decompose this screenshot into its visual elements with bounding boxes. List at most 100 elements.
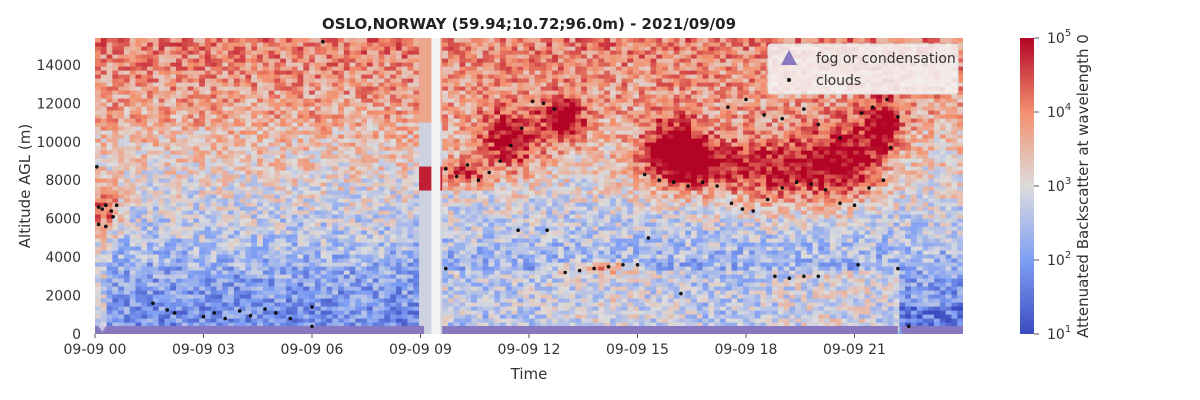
- heatmap-cell: [181, 322, 189, 327]
- heatmap-cell: [297, 230, 304, 235]
- heatmap-cell: [95, 182, 102, 187]
- heatmap-cell: [424, 250, 432, 255]
- heatmap-cell: [349, 318, 356, 323]
- heatmap-cell: [378, 162, 385, 167]
- heatmap-cell: [262, 202, 270, 207]
- heatmap-cell: [476, 170, 484, 175]
- heatmap-cell: [378, 170, 385, 175]
- heatmap-cell: [349, 194, 356, 199]
- heatmap-cell: [129, 274, 137, 279]
- heatmap-cell: [141, 158, 148, 163]
- heatmap-cell: [199, 46, 206, 51]
- heatmap-cell: [366, 62, 374, 67]
- heatmap-cell: [187, 42, 194, 47]
- heatmap-cell: [407, 154, 414, 159]
- heatmap-cell: [407, 230, 414, 235]
- heatmap-cell: [465, 194, 472, 199]
- heatmap-cell: [193, 142, 200, 147]
- heatmap-cell: [390, 210, 397, 215]
- heatmap-cell: [245, 86, 252, 91]
- heatmap-cell: [401, 42, 409, 47]
- heatmap-cell: [384, 38, 391, 43]
- heatmap-cell: [95, 98, 102, 103]
- heatmap-cell: [419, 38, 426, 43]
- heatmap-cell: [297, 246, 304, 251]
- heatmap-cell: [332, 294, 339, 299]
- heatmap-cell: [158, 202, 166, 207]
- heatmap-cell: [297, 130, 304, 135]
- heatmap-cell: [123, 166, 131, 171]
- heatmap-cell: [424, 130, 432, 135]
- heatmap-cell: [355, 170, 362, 175]
- heatmap-cell: [106, 318, 113, 323]
- heatmap-cell: [129, 186, 137, 191]
- heatmap-cell: [476, 118, 484, 123]
- heatmap-cell: [152, 306, 160, 311]
- heatmap-cell: [268, 86, 275, 91]
- heatmap-cell: [297, 158, 304, 163]
- heatmap-cell: [123, 242, 131, 247]
- heatmap-cell: [413, 150, 420, 155]
- heatmap-cell: [152, 210, 160, 215]
- heatmap-cell: [424, 322, 432, 327]
- heatmap-cell: [100, 310, 108, 315]
- heatmap-cell: [378, 222, 385, 227]
- heatmap-cell: [476, 90, 484, 95]
- heatmap-cell: [135, 98, 142, 103]
- heatmap-cell: [390, 70, 397, 75]
- heatmap-cell: [343, 206, 351, 211]
- heatmap-cell: [390, 222, 397, 227]
- heatmap-cell: [141, 142, 148, 147]
- heatmap-cell: [297, 310, 304, 315]
- heatmap-cell: [303, 286, 310, 291]
- heatmap-cell: [181, 98, 189, 103]
- heatmap-cell: [361, 38, 368, 43]
- heatmap-cell: [181, 270, 189, 275]
- heatmap-cell: [459, 230, 466, 235]
- heatmap-cell: [100, 58, 108, 63]
- heatmap-cell: [152, 134, 160, 139]
- heatmap-cell: [361, 74, 368, 79]
- heatmap-cell: [320, 314, 328, 319]
- heatmap-cell: [147, 78, 154, 83]
- heatmap-cell: [170, 210, 177, 215]
- heatmap-cell: [280, 222, 287, 227]
- heatmap-cell: [280, 234, 287, 239]
- heatmap-cell: [129, 318, 137, 323]
- heatmap-cell: [285, 254, 293, 259]
- heatmap-cell: [129, 50, 137, 55]
- heatmap-cell: [193, 254, 200, 259]
- heatmap-cell: [233, 130, 241, 135]
- heatmap-cell: [216, 134, 223, 139]
- heatmap-cell: [407, 218, 414, 223]
- heatmap-cell: [326, 166, 333, 171]
- heatmap-cell: [257, 262, 264, 267]
- heatmap-cell: [257, 126, 264, 131]
- heatmap-cell: [222, 222, 229, 227]
- heatmap-cell: [424, 234, 432, 239]
- heatmap-cell: [181, 86, 189, 91]
- heatmap-cell: [349, 126, 356, 131]
- heatmap-cell: [297, 74, 304, 79]
- heatmap-cell: [233, 242, 241, 247]
- heatmap-cell: [187, 106, 194, 111]
- heatmap-cell: [442, 322, 449, 327]
- heatmap-cell: [395, 110, 403, 115]
- heatmap-cell: [471, 50, 478, 55]
- heatmap-cell: [384, 210, 391, 215]
- heatmap-cell: [447, 158, 455, 163]
- heatmap-cell: [199, 238, 206, 243]
- heatmap-cell: [95, 66, 102, 71]
- heatmap-cell: [245, 134, 252, 139]
- heatmap-cell: [222, 82, 229, 87]
- heatmap-cell: [378, 70, 385, 75]
- heatmap-cell: [401, 322, 409, 327]
- heatmap-cell: [129, 102, 137, 107]
- heatmap-cell: [314, 250, 322, 255]
- heatmap-cell: [384, 182, 391, 187]
- heatmap-cell: [343, 258, 351, 263]
- heatmap-cell: [176, 94, 183, 99]
- heatmap-cell: [309, 98, 316, 103]
- heatmap-cell: [384, 222, 391, 227]
- heatmap-cell: [216, 226, 223, 231]
